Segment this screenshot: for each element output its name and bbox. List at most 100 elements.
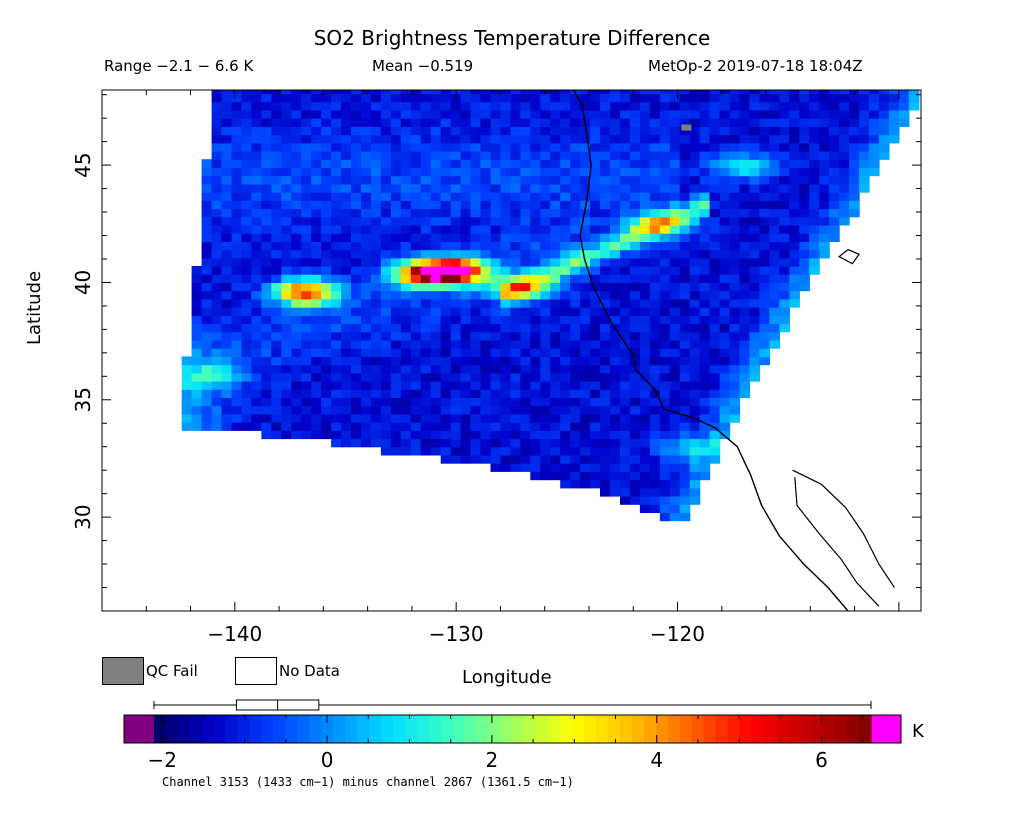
heat-cell [769,290,780,300]
heat-cell [699,331,711,341]
heat-cell [859,90,870,95]
heat-cell [739,249,751,259]
heat-cell [639,151,651,160]
heat-cell [470,200,482,210]
heat-cell [689,183,701,193]
heat-cell [291,159,302,168]
heat-cell [321,192,332,201]
colorbar-segment [393,715,406,743]
heat-cell [679,298,691,308]
heat-cell [490,200,502,210]
heat-cell [729,101,741,111]
heat-cell [440,323,452,333]
heat-cell [639,142,651,152]
heat-cell [600,348,611,357]
heat-cell [440,331,452,341]
colorbar-segment [428,715,442,743]
heat-cell [629,438,641,448]
heat-cell [351,118,362,127]
heat-cell [251,126,262,136]
heat-cell [550,175,561,185]
heat-cell [221,422,233,431]
colorbar-segment [536,715,549,743]
heat-cell [311,307,322,316]
heat-cell [460,249,472,259]
heat-cell [361,282,372,292]
heat-cell [510,134,521,144]
heat-cell [649,348,661,357]
heat-cell [331,348,342,357]
heat-cell [898,90,910,95]
colorbar-segment [154,715,167,743]
heat-cell [450,126,462,136]
heat-cell [351,430,362,440]
heat-cell [590,413,601,423]
heat-cell [321,175,332,185]
heat-cell [370,348,382,357]
heat-cell [560,438,571,448]
heat-cell [201,381,213,390]
heat-cell [201,422,213,431]
heat-cell [600,487,611,497]
heat-cell [341,151,352,160]
heat-cell [490,101,502,111]
heat-cell [281,224,292,234]
heat-cell [629,446,641,456]
heat-cell [679,109,691,119]
heat-cell [291,381,302,390]
heat-cell [869,90,880,95]
heat-cell [829,101,840,111]
heat-cell [659,93,671,103]
heat-cell [410,167,422,177]
heat-cell [301,118,312,127]
heat-cell [400,389,412,398]
heat-cell [460,356,472,366]
heat-cell [560,93,571,103]
heat-cell [530,216,541,226]
heat-cell [620,454,631,464]
heat-cell [231,282,243,292]
heat-cell [878,142,890,152]
heat-cell [271,307,282,316]
heat-cell [251,348,262,357]
heat-cell [679,208,691,218]
heat-cell [460,438,472,448]
heat-cell [859,151,870,160]
heat-cell [530,266,541,275]
heat-cell [520,389,531,398]
heat-cell [570,192,581,201]
heat-cell [610,167,621,177]
heat-cell [420,331,432,341]
heat-cell [560,274,571,283]
heat-cell [361,266,372,275]
heat-cell [450,266,462,275]
heat-cell [460,109,472,119]
heat-cell [659,282,671,292]
heat-cell [699,422,711,431]
heat-cell [520,93,531,103]
heat-cell [281,364,292,374]
heat-cell [570,159,581,168]
heat-cell [410,216,422,226]
heat-cell [600,397,611,407]
heat-cell [570,167,581,177]
heat-cell [420,266,432,275]
heat-cell [460,364,472,374]
heat-cell [500,183,511,193]
heat-cell [291,266,302,275]
heat-cell [321,348,332,357]
heat-cell [649,438,661,448]
heat-cell [490,249,502,259]
colorbar-segment [452,715,466,743]
heat-cell [450,142,462,152]
heat-cell [819,216,830,226]
heat-cell [649,101,661,111]
heat-cell [570,315,581,325]
heat-cell [799,142,810,152]
heat-cell [629,109,641,119]
heat-cell [231,208,243,218]
heat-cell [291,101,302,111]
heat-cell [420,422,432,431]
heat-cell [211,118,223,127]
heat-cell [629,159,641,168]
